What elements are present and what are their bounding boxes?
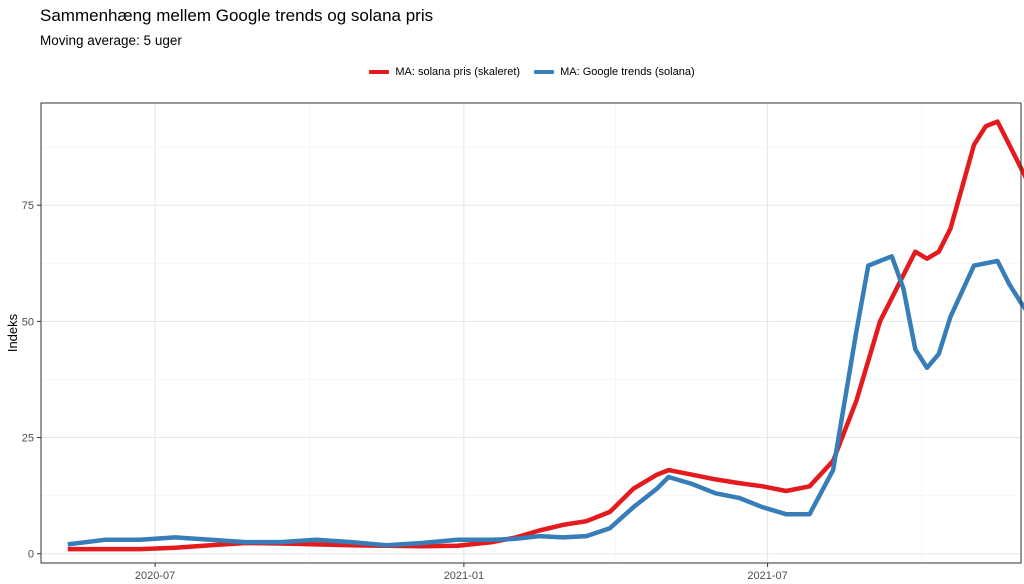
- panel-border: [40, 102, 1022, 564]
- legend: MA: solana pris (skaleret) MA: Google tr…: [0, 66, 1024, 78]
- y-axis-title: Indeks: [5, 313, 20, 352]
- y-tick-label: 75: [22, 200, 34, 212]
- series-line-google-trends: [67, 254, 1024, 548]
- legend-item-trends: MA: Google trends (solana): [534, 66, 695, 78]
- series-line-solana-price: [67, 119, 1024, 552]
- chart-title: Sammenhæng mellem Google trends og solan…: [40, 6, 434, 25]
- legend-label-price: MA: solana pris (skaleret): [395, 66, 521, 78]
- legend-item-price: MA: solana pris (skaleret): [369, 66, 520, 78]
- x-tick-label: 2021-01: [444, 570, 484, 582]
- legend-label-trends: MA: Google trends (solana): [560, 66, 695, 78]
- plot-panel: [41, 103, 1021, 563]
- x-tick-label: 2020-07: [135, 570, 175, 582]
- y-tick-label: 50: [22, 316, 34, 328]
- x-tick-label: 2021-07: [747, 570, 787, 582]
- y-tick-label: 0: [28, 549, 34, 561]
- legend-key-price: [369, 70, 390, 74]
- chart-subtitle: Moving average: 5 uger: [40, 33, 182, 48]
- y-tick-label: 25: [22, 433, 34, 445]
- legend-key-trends: [534, 70, 555, 74]
